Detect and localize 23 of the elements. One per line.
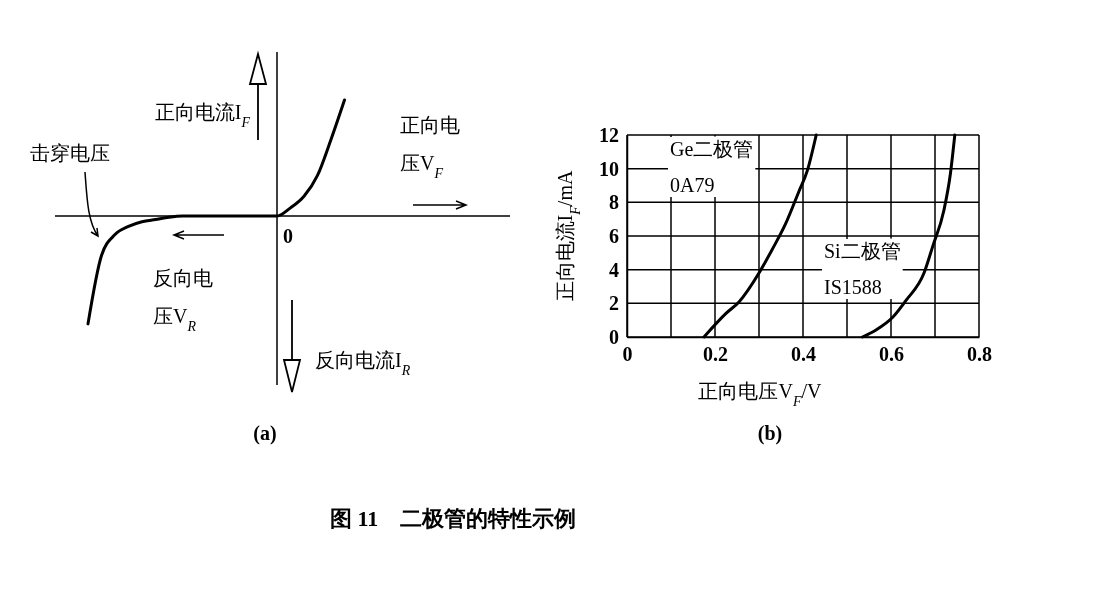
x-tick-label: 0.6 [879, 343, 904, 366]
y-tick-label: 12 [599, 123, 619, 146]
text: (a) [253, 422, 277, 445]
y-tick-label: 8 [609, 191, 619, 214]
annotation: 正向电压V$_{F}$ [400, 114, 460, 181]
x-tick-label: 0.4 [791, 343, 816, 366]
y-tick-label: 4 [609, 258, 619, 281]
series-label: Si二极管 IS1588 [824, 240, 901, 298]
annotation: 反向电压V$_{R}$ [153, 267, 213, 334]
caption: 图 11 二极管的特性示例 [330, 506, 577, 531]
text: Ge二极管 0A79 [670, 138, 754, 196]
x-axis-title: 正向电压V$_{F}$/V [698, 380, 823, 409]
y-tick-label: 10 [599, 157, 619, 180]
y-tick-label: 0 [609, 325, 619, 348]
x-tick-label: 0.2 [703, 343, 728, 366]
x-tick-label: 0.8 [967, 343, 992, 366]
y-tick-label: 6 [609, 224, 619, 247]
annotation: 0 [283, 225, 293, 247]
text: (b) [757, 422, 783, 445]
text: 反向电流I$_{R}$ [315, 349, 411, 378]
annotation: 正向电流I$_{F}$ [154, 101, 251, 130]
annotation: 击穿电压 [30, 142, 110, 164]
y-tick-label: 2 [609, 292, 619, 315]
